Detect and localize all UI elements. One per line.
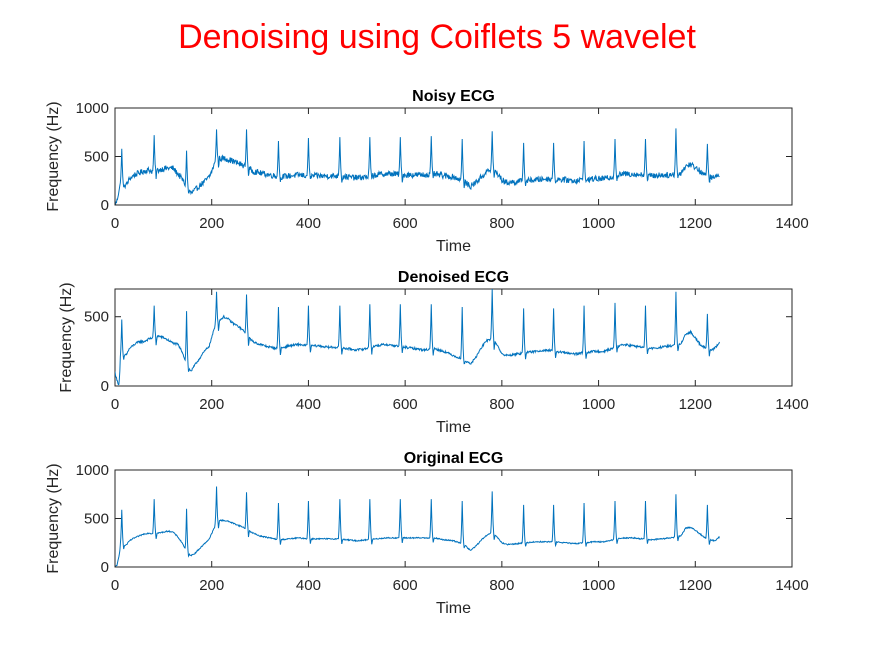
y-tick-label: 0 [101,197,109,214]
axes-frame [114,469,793,568]
x-tick-label: 1400 [775,577,808,594]
y-tick-label: 500 [84,149,109,166]
x-tick-label: 0 [111,577,119,594]
x-tick-label: 800 [489,215,514,232]
subplot-1: 0 200 400 600 800 1000 1200 1400 0 500 1000 Noisy E… [45,88,809,255]
x-tick-label: 0 [111,396,119,413]
axes-frame [114,107,793,206]
x-tick-label: 1000 [582,396,615,413]
x-tick-label: 800 [489,396,514,413]
subplot-title: Denoised ECG [398,269,509,286]
figure-title: Denoising using Coiflets 5 wavelet [178,18,696,56]
x-tick-label: 1000 [582,577,615,594]
axes-frame [114,288,793,387]
y-tick-label: 500 [84,309,109,326]
subplot-title: Noisy ECG [412,88,495,105]
x-tick-label: 800 [489,577,514,594]
y-tick-label: 0 [101,559,109,576]
subplot-title: Original ECG [404,450,504,467]
y-tick-label: 1000 [76,100,109,117]
ecg-series-line [115,486,720,567]
x-tick-label: 400 [296,215,321,232]
x-axis-label: Time [436,419,471,436]
x-tick-label: 1200 [679,215,712,232]
subplot-2: 0 200 400 600 800 1000 1200 1400 0 500 Denoised EC… [58,269,809,436]
ecg-series-line [115,289,720,386]
x-tick-label: 600 [393,396,418,413]
ecg-series-line [115,128,720,205]
y-axis-label: Frequency (Hz) [45,463,62,573]
y-axis-label: Frequency (Hz) [45,101,62,211]
x-tick-label: 400 [296,577,321,594]
x-axis-label: Time [436,238,471,255]
subplot-3: 0 200 400 600 800 1000 1200 1400 0 500 1000 Origina… [45,450,809,617]
y-tick-label: 1000 [76,462,109,479]
y-tick-label: 500 [84,511,109,528]
x-tick-label: 400 [296,396,321,413]
x-axis-label: Time [436,600,471,617]
x-tick-label: 1400 [775,215,808,232]
x-tick-label: 600 [393,577,418,594]
y-axis-label: Frequency (Hz) [58,282,75,392]
x-tick-label: 600 [393,215,418,232]
x-tick-label: 1400 [775,396,808,413]
x-tick-label: 1200 [679,396,712,413]
subplots: 0 200 400 600 800 1000 1200 1400 0 500 1000 Noisy E… [45,88,809,617]
x-tick-label: 0 [111,215,119,232]
x-tick-label: 1000 [582,215,615,232]
x-tick-label: 200 [199,215,224,232]
y-tick-label: 0 [101,378,109,395]
x-tick-label: 1200 [679,577,712,594]
x-tick-label: 200 [199,577,224,594]
x-tick-label: 200 [199,396,224,413]
